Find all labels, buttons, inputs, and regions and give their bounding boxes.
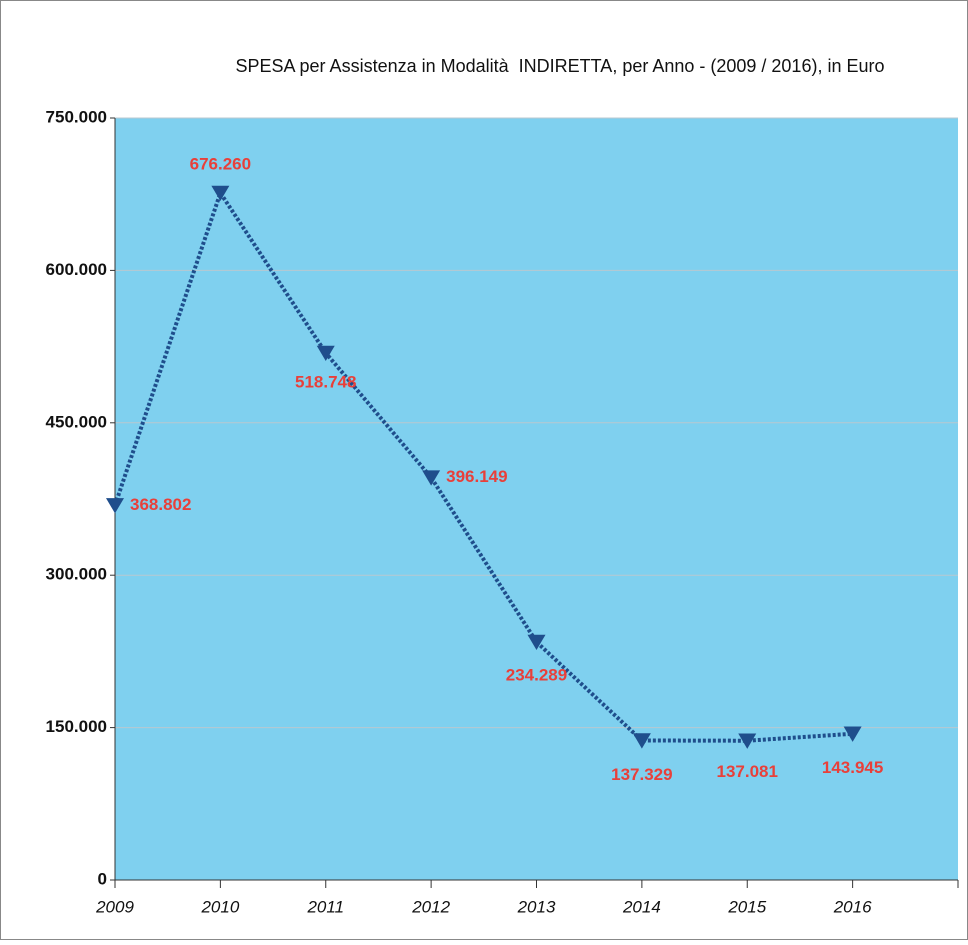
marker	[843, 726, 862, 742]
data-label: 676.260	[190, 154, 251, 173]
y-tick-label: 600.000	[46, 260, 107, 279]
marker	[106, 498, 124, 514]
y-tick-label: 450.000	[46, 412, 107, 431]
x-tick-label: 2010	[200, 897, 239, 916]
x-tick-label: 2014	[622, 897, 661, 916]
y-tick-label: 750.000	[46, 107, 107, 126]
marker	[422, 470, 441, 486]
y-tick-label: 300.000	[46, 565, 107, 584]
data-label: 234.289	[506, 665, 567, 684]
x-tick-label: 2013	[517, 897, 556, 916]
data-label: 368.802	[130, 495, 191, 514]
x-tick-label: 2011	[306, 897, 344, 916]
data-label: 518.748	[295, 372, 356, 391]
data-label: 137.329	[611, 765, 672, 784]
marker	[316, 345, 335, 362]
y-tick-label: 0	[98, 869, 107, 888]
data-label: 396.149	[446, 467, 507, 486]
marker	[632, 733, 651, 749]
x-tick-label: 2012	[411, 897, 450, 916]
chart-title: SPESA per Assistenza in Modalità INDIRET…	[236, 56, 885, 76]
data-label: 137.081	[717, 762, 778, 781]
x-tick-label: 2015	[727, 897, 766, 916]
marker	[211, 185, 230, 202]
marker	[527, 634, 546, 651]
x-tick-label: 2016	[833, 897, 872, 916]
marker	[738, 733, 757, 749]
x-tick-label: 2009	[95, 897, 134, 916]
line	[113, 188, 853, 743]
y-tick-label: 150.000	[46, 717, 107, 736]
data-label: 143.945	[822, 758, 883, 777]
